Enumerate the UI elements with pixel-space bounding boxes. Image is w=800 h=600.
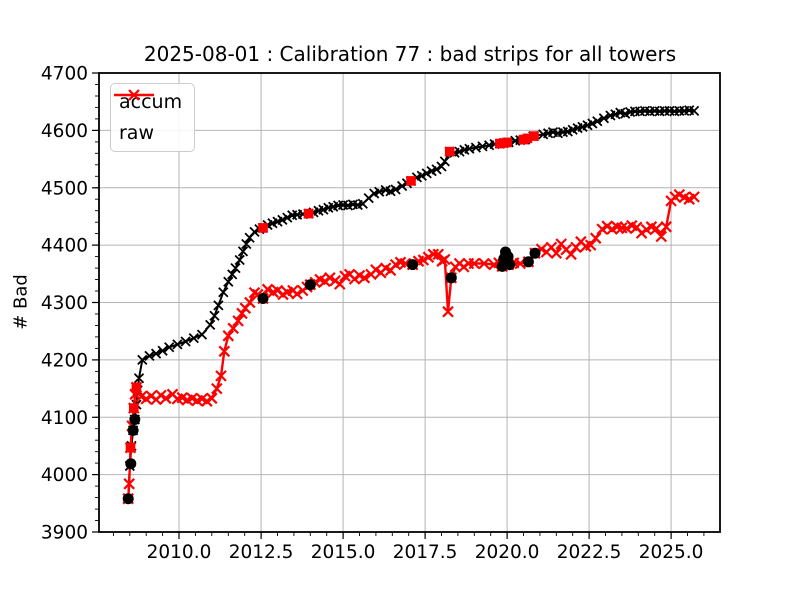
accum-series-line <box>127 109 695 499</box>
y-axis-label: # Bad <box>10 274 32 330</box>
raw-line-swatch-icon <box>114 89 154 101</box>
legend-label-raw: raw <box>119 122 154 144</box>
black-dot-marker <box>122 493 134 505</box>
black-dot-marker <box>445 272 457 284</box>
legend: accum raw <box>110 83 196 152</box>
red-square-marker <box>125 442 136 453</box>
chart-title: 2025-08-01 : Calibration 77 : bad strips… <box>143 42 677 66</box>
legend-item-raw: raw <box>114 89 182 144</box>
y-tick-label: 4500 <box>41 178 88 199</box>
x-tick-label: 2022.5 <box>557 542 622 563</box>
x-tick-label: 2020.0 <box>475 542 540 563</box>
y-tick-label: 3900 <box>41 523 88 544</box>
x-tick-label: 2012.5 <box>229 542 294 563</box>
x-tick-label: 2025.0 <box>639 542 704 563</box>
black-dot-marker <box>127 424 139 436</box>
black-dot-marker <box>504 259 516 271</box>
y-tick-label: 4700 <box>41 64 88 85</box>
black-dot-marker <box>529 247 541 259</box>
red-square-marker <box>522 133 533 144</box>
red-square-marker <box>258 223 268 233</box>
black-dot-marker <box>129 414 141 425</box>
black-dot-marker <box>125 458 137 470</box>
y-tick-label: 4400 <box>41 236 88 257</box>
red-square-marker <box>502 137 512 148</box>
x-tick-label: 2010.0 <box>147 542 212 563</box>
y-tick-label: 4100 <box>41 408 88 429</box>
accum-series-markers <box>123 105 700 504</box>
red-square-marker <box>444 146 455 157</box>
raw-series-line <box>127 193 695 499</box>
y-tick-label: 4300 <box>41 293 88 314</box>
black-dot-marker <box>522 256 534 268</box>
x-tick-label: 2015.0 <box>311 542 376 563</box>
x-tick-label: 2017.5 <box>393 542 458 563</box>
black-dot-marker <box>304 279 316 291</box>
y-tick-label: 4600 <box>41 121 88 142</box>
axes-spines <box>98 72 721 533</box>
red-square-marker <box>131 382 142 393</box>
raw-series-markers <box>122 188 700 505</box>
red-square-marker <box>529 131 539 141</box>
red-square-marker <box>303 208 314 219</box>
red-square-marker <box>129 403 139 413</box>
black-dot-marker <box>407 259 419 271</box>
y-tick-label: 4200 <box>41 350 88 371</box>
y-tick-label: 4000 <box>41 465 88 486</box>
red-square-marker <box>406 176 416 186</box>
black-dot-marker <box>257 293 269 304</box>
